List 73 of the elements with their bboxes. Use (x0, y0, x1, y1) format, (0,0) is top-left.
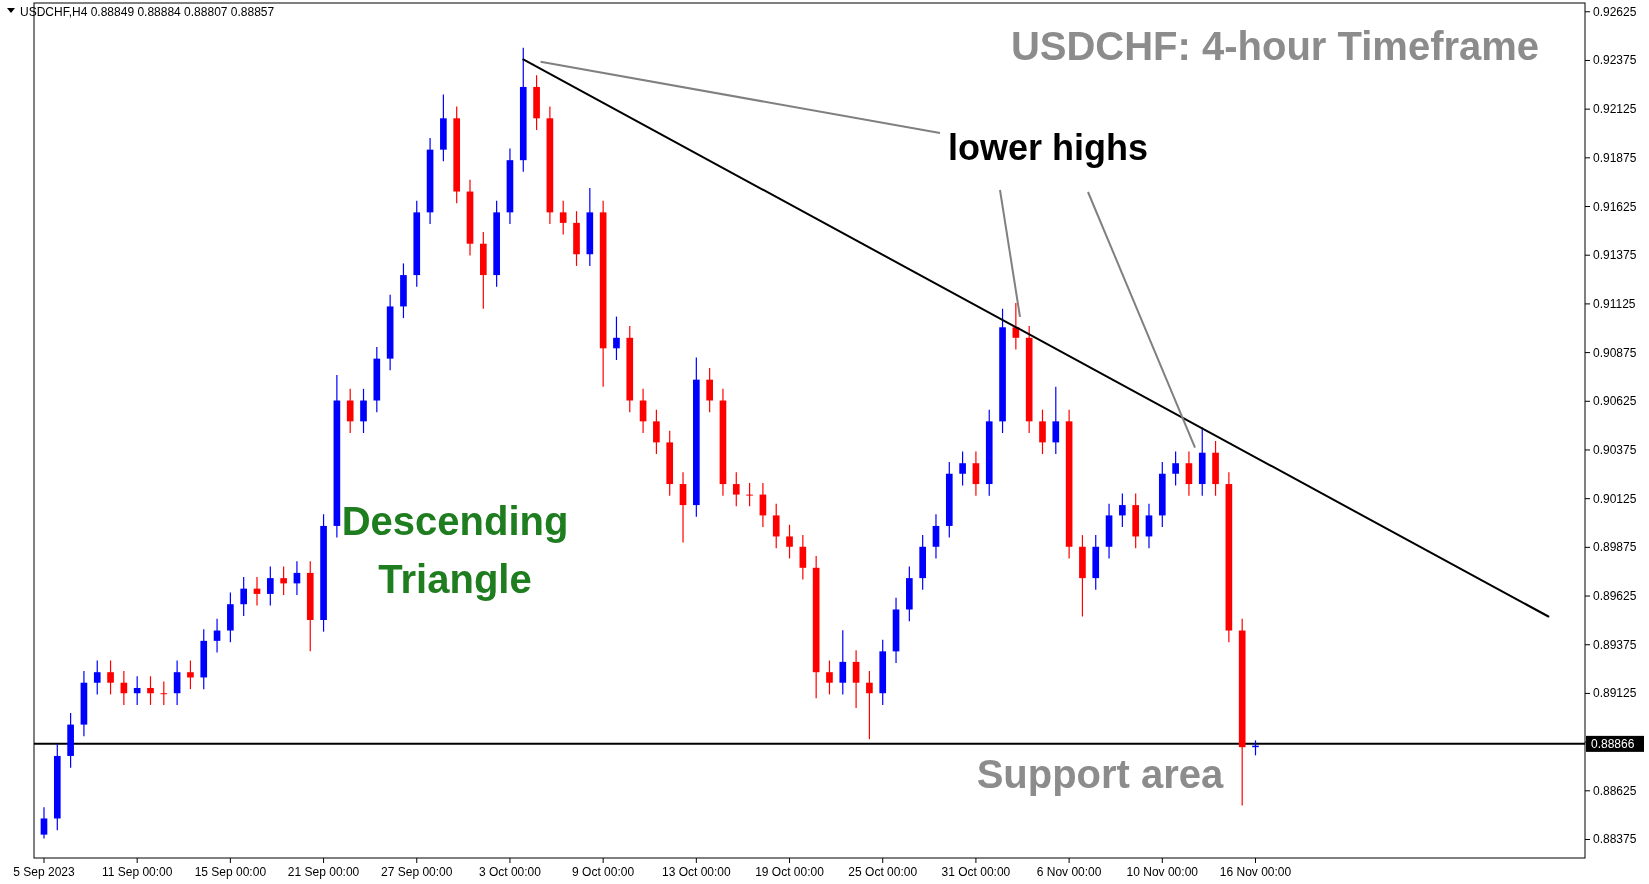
candlestick (1119, 492, 1126, 528)
candlestick (732, 471, 740, 507)
y-tick-label: 0.88625 (1593, 783, 1637, 798)
x-tick-label: 19 Oct 00:00 (755, 865, 825, 879)
candlestick (40, 806, 48, 840)
x-tick-label: 10 Nov 00:00 (1126, 865, 1199, 879)
x-tick-label: 25 Oct 00:00 (848, 865, 918, 879)
candlestick (959, 450, 966, 487)
x-tick-label: 3 Oct 00:00 (478, 865, 542, 879)
y-tick-label: 0.91625 (1593, 199, 1637, 214)
x-tick-label: 6 Nov 00:00 (1036, 865, 1102, 879)
candlestick (772, 503, 780, 549)
x-tick-label: 31 Oct 00:00 (941, 865, 1011, 879)
candlestick (972, 450, 980, 497)
candlestick (147, 675, 154, 706)
candlestick (173, 659, 181, 706)
candlestick (866, 670, 873, 740)
y-tick-label: 0.91125 (1593, 296, 1636, 311)
y-tick-label: 0.91875 (1593, 150, 1637, 165)
x-tick-label: 13 Oct 00:00 (661, 865, 732, 879)
candlestick (932, 513, 940, 560)
annotation: Descending Triangle (341, 499, 569, 601)
candlestick (1172, 450, 1179, 487)
candlestick (1039, 409, 1046, 455)
candlestick (679, 471, 687, 544)
chart-subtitle: USDCHF,H4 0.88849 0.88884 0.88807 0.88857 (20, 5, 275, 19)
candlestick (1145, 503, 1153, 549)
x-tick-label: 21 Sep 00:00 (287, 865, 360, 879)
x-tick-label: 9 Oct 00:00 (572, 865, 635, 879)
y-tick-label: 0.89375 (1593, 637, 1637, 652)
candlestick (266, 565, 274, 607)
ref-line-label: 0.88866 (1591, 736, 1635, 751)
annotation: lower highs (947, 127, 1149, 168)
candlestick (187, 659, 194, 690)
y-tick-label: 0.89875 (1593, 540, 1637, 555)
candlestick (107, 659, 114, 695)
x-tick-label: 27 Sep 00:00 (381, 865, 453, 879)
x-tick-label: 15 Sep 00:00 (194, 865, 267, 879)
candlestick (360, 388, 367, 434)
y-tick-label: 0.88375 (1593, 832, 1637, 847)
x-tick-label: 16 Nov 00:00 (1219, 865, 1292, 879)
y-tick-label: 0.92125 (1593, 102, 1637, 117)
candlestick (746, 482, 753, 507)
annotation: Support area (976, 752, 1225, 796)
candlestick (280, 565, 287, 596)
candlestick (706, 367, 713, 413)
candlestick (826, 659, 833, 695)
y-tick-label: 0.92625 (1593, 4, 1637, 19)
candlestick (346, 388, 354, 434)
text: USDCHF: 4-hour Timeframe (1010, 24, 1540, 68)
candlestick (839, 629, 847, 695)
y-tick-label: 0.92375 (1593, 53, 1637, 68)
candlestick (93, 659, 101, 695)
x-tick-label: 11 Sep 00:00 (101, 865, 173, 879)
candlestick (852, 649, 860, 709)
candlestick (240, 576, 248, 617)
y-tick-label: 0.90125 (1593, 491, 1637, 506)
candlestick (1052, 386, 1060, 455)
candlestick (160, 680, 168, 706)
y-tick-label: 0.90875 (1593, 345, 1637, 360)
candlestick (799, 534, 807, 581)
candlestick (1185, 450, 1193, 497)
candlestick (133, 675, 141, 706)
candlestick (559, 200, 567, 236)
candlestick (653, 409, 660, 455)
y-tick-label: 0.89125 (1593, 686, 1637, 701)
y-tick-label: 0.89625 (1593, 589, 1637, 604)
y-tick-label: 0.91375 (1593, 248, 1637, 263)
candlestick (613, 315, 620, 361)
y-tick-label: 0.90625 (1593, 394, 1637, 409)
candlestick (786, 524, 793, 560)
y-tick-label: 0.90375 (1593, 442, 1637, 457)
x-tick-label: 5 Sep 2023 (13, 865, 75, 879)
